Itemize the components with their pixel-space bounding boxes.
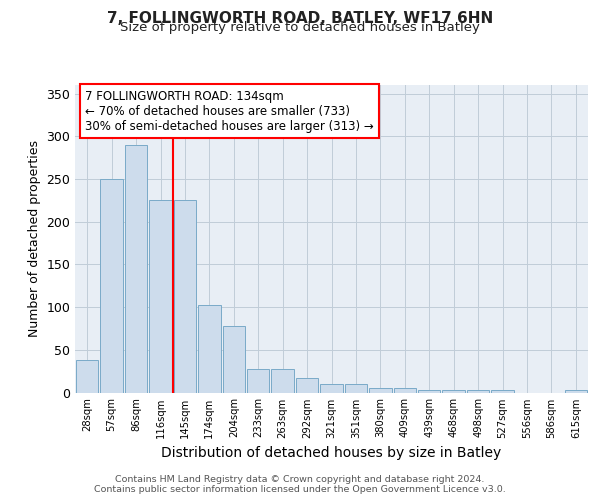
X-axis label: Distribution of detached houses by size in Batley: Distribution of detached houses by size … [161, 446, 502, 460]
Bar [149, 200, 172, 392]
Bar [100, 179, 123, 392]
Text: 7 FOLLINGWORTH ROAD: 134sqm
← 70% of detached houses are smaller (733)
30% of se: 7 FOLLINGWORTH ROAD: 134sqm ← 70% of det… [85, 90, 374, 132]
Bar [467, 390, 490, 392]
Bar [394, 388, 416, 392]
Bar [442, 390, 465, 392]
Bar [198, 304, 221, 392]
Bar [491, 390, 514, 392]
Bar [296, 378, 319, 392]
Bar [271, 368, 294, 392]
Bar [223, 326, 245, 392]
Y-axis label: Number of detached properties: Number of detached properties [28, 140, 41, 337]
Text: 7, FOLLINGWORTH ROAD, BATLEY, WF17 6HN: 7, FOLLINGWORTH ROAD, BATLEY, WF17 6HN [107, 11, 493, 26]
Bar [369, 388, 392, 392]
Bar [344, 384, 367, 392]
Text: Contains public sector information licensed under the Open Government Licence v3: Contains public sector information licen… [94, 485, 506, 494]
Text: Contains HM Land Registry data © Crown copyright and database right 2024.: Contains HM Land Registry data © Crown c… [115, 475, 485, 484]
Text: Size of property relative to detached houses in Batley: Size of property relative to detached ho… [120, 22, 480, 35]
Bar [76, 360, 98, 392]
Bar [418, 390, 440, 392]
Bar [320, 384, 343, 392]
Bar [247, 368, 269, 392]
Bar [565, 390, 587, 392]
Bar [173, 200, 196, 392]
Bar [125, 145, 148, 392]
